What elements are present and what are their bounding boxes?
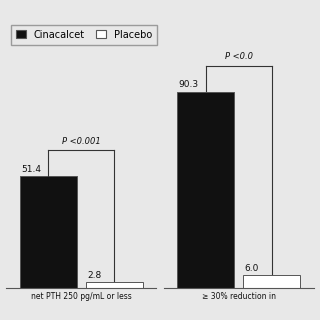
- X-axis label: net PTH 250 pg/mL or less: net PTH 250 pg/mL or less: [31, 292, 132, 301]
- Bar: [177, 92, 234, 288]
- Text: P <0.0: P <0.0: [225, 52, 253, 61]
- Text: P <0.001: P <0.001: [62, 137, 101, 146]
- Text: 51.4: 51.4: [21, 165, 41, 174]
- Text: 90.3: 90.3: [179, 81, 199, 90]
- Text: 2.8: 2.8: [87, 271, 101, 280]
- X-axis label: ≥ 30% reduction in: ≥ 30% reduction in: [202, 292, 276, 301]
- Bar: [20, 176, 77, 288]
- Bar: [243, 275, 300, 288]
- Bar: [86, 282, 143, 288]
- Text: 6.0: 6.0: [245, 264, 259, 273]
- Legend: Cinacalcet, Placebo: Cinacalcet, Placebo: [11, 25, 157, 44]
